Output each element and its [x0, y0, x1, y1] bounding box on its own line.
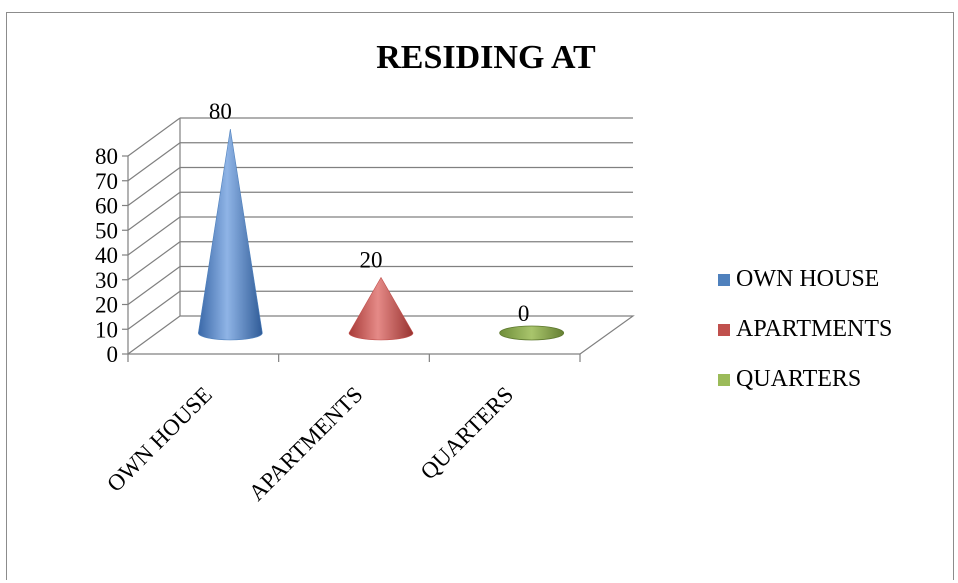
x-category-label: OWN HOUSE: [102, 382, 217, 497]
legend-label: OWN HOUSE: [736, 266, 879, 292]
data-label: 0: [518, 301, 530, 326]
legend: OWN HOUSE APARTMENTS QUARTERS: [718, 266, 892, 392]
legend-swatch: [718, 274, 730, 286]
cone-quarters: [499, 325, 565, 341]
y-tick-label: 10: [95, 317, 118, 342]
chart-frame: [6, 12, 954, 580]
x-category-label: APARTMENTS: [244, 382, 368, 506]
side-gridline: [127, 290, 181, 330]
y-tick-label: 50: [95, 218, 118, 243]
floor-outline: [127, 315, 635, 355]
side-gridline: [127, 142, 181, 182]
cone-body: [198, 128, 263, 341]
side-gridline: [127, 117, 181, 157]
y-tick-label: 60: [95, 194, 118, 219]
y-tick-label: 70: [95, 169, 118, 194]
y-tick-label: 80: [95, 144, 118, 169]
legend-label: APARTMENTS: [736, 316, 892, 342]
cone-body: [348, 276, 414, 341]
y-tick-label: 30: [95, 268, 118, 293]
data-label: 80: [209, 99, 232, 124]
x-category-label: QUARTERS: [416, 382, 519, 485]
y-tick-label: 40: [95, 243, 118, 268]
legend-label: QUARTERS: [736, 366, 861, 392]
legend-swatch: [718, 374, 730, 386]
chart-title: RESIDING AT: [376, 39, 596, 76]
y-tick-label: 0: [107, 342, 119, 367]
side-gridline: [127, 191, 181, 231]
side-gridline: [127, 216, 181, 256]
side-gridline: [127, 266, 181, 305]
side-gridline: [127, 241, 181, 281]
cone-base: [499, 325, 565, 341]
data-label: 20: [360, 248, 383, 273]
cone-apartments: [348, 276, 414, 341]
legend-swatch: [718, 324, 730, 336]
side-gridline: [127, 167, 181, 206]
y-tick-label: 20: [95, 293, 118, 318]
cone-own-house: [198, 128, 263, 341]
